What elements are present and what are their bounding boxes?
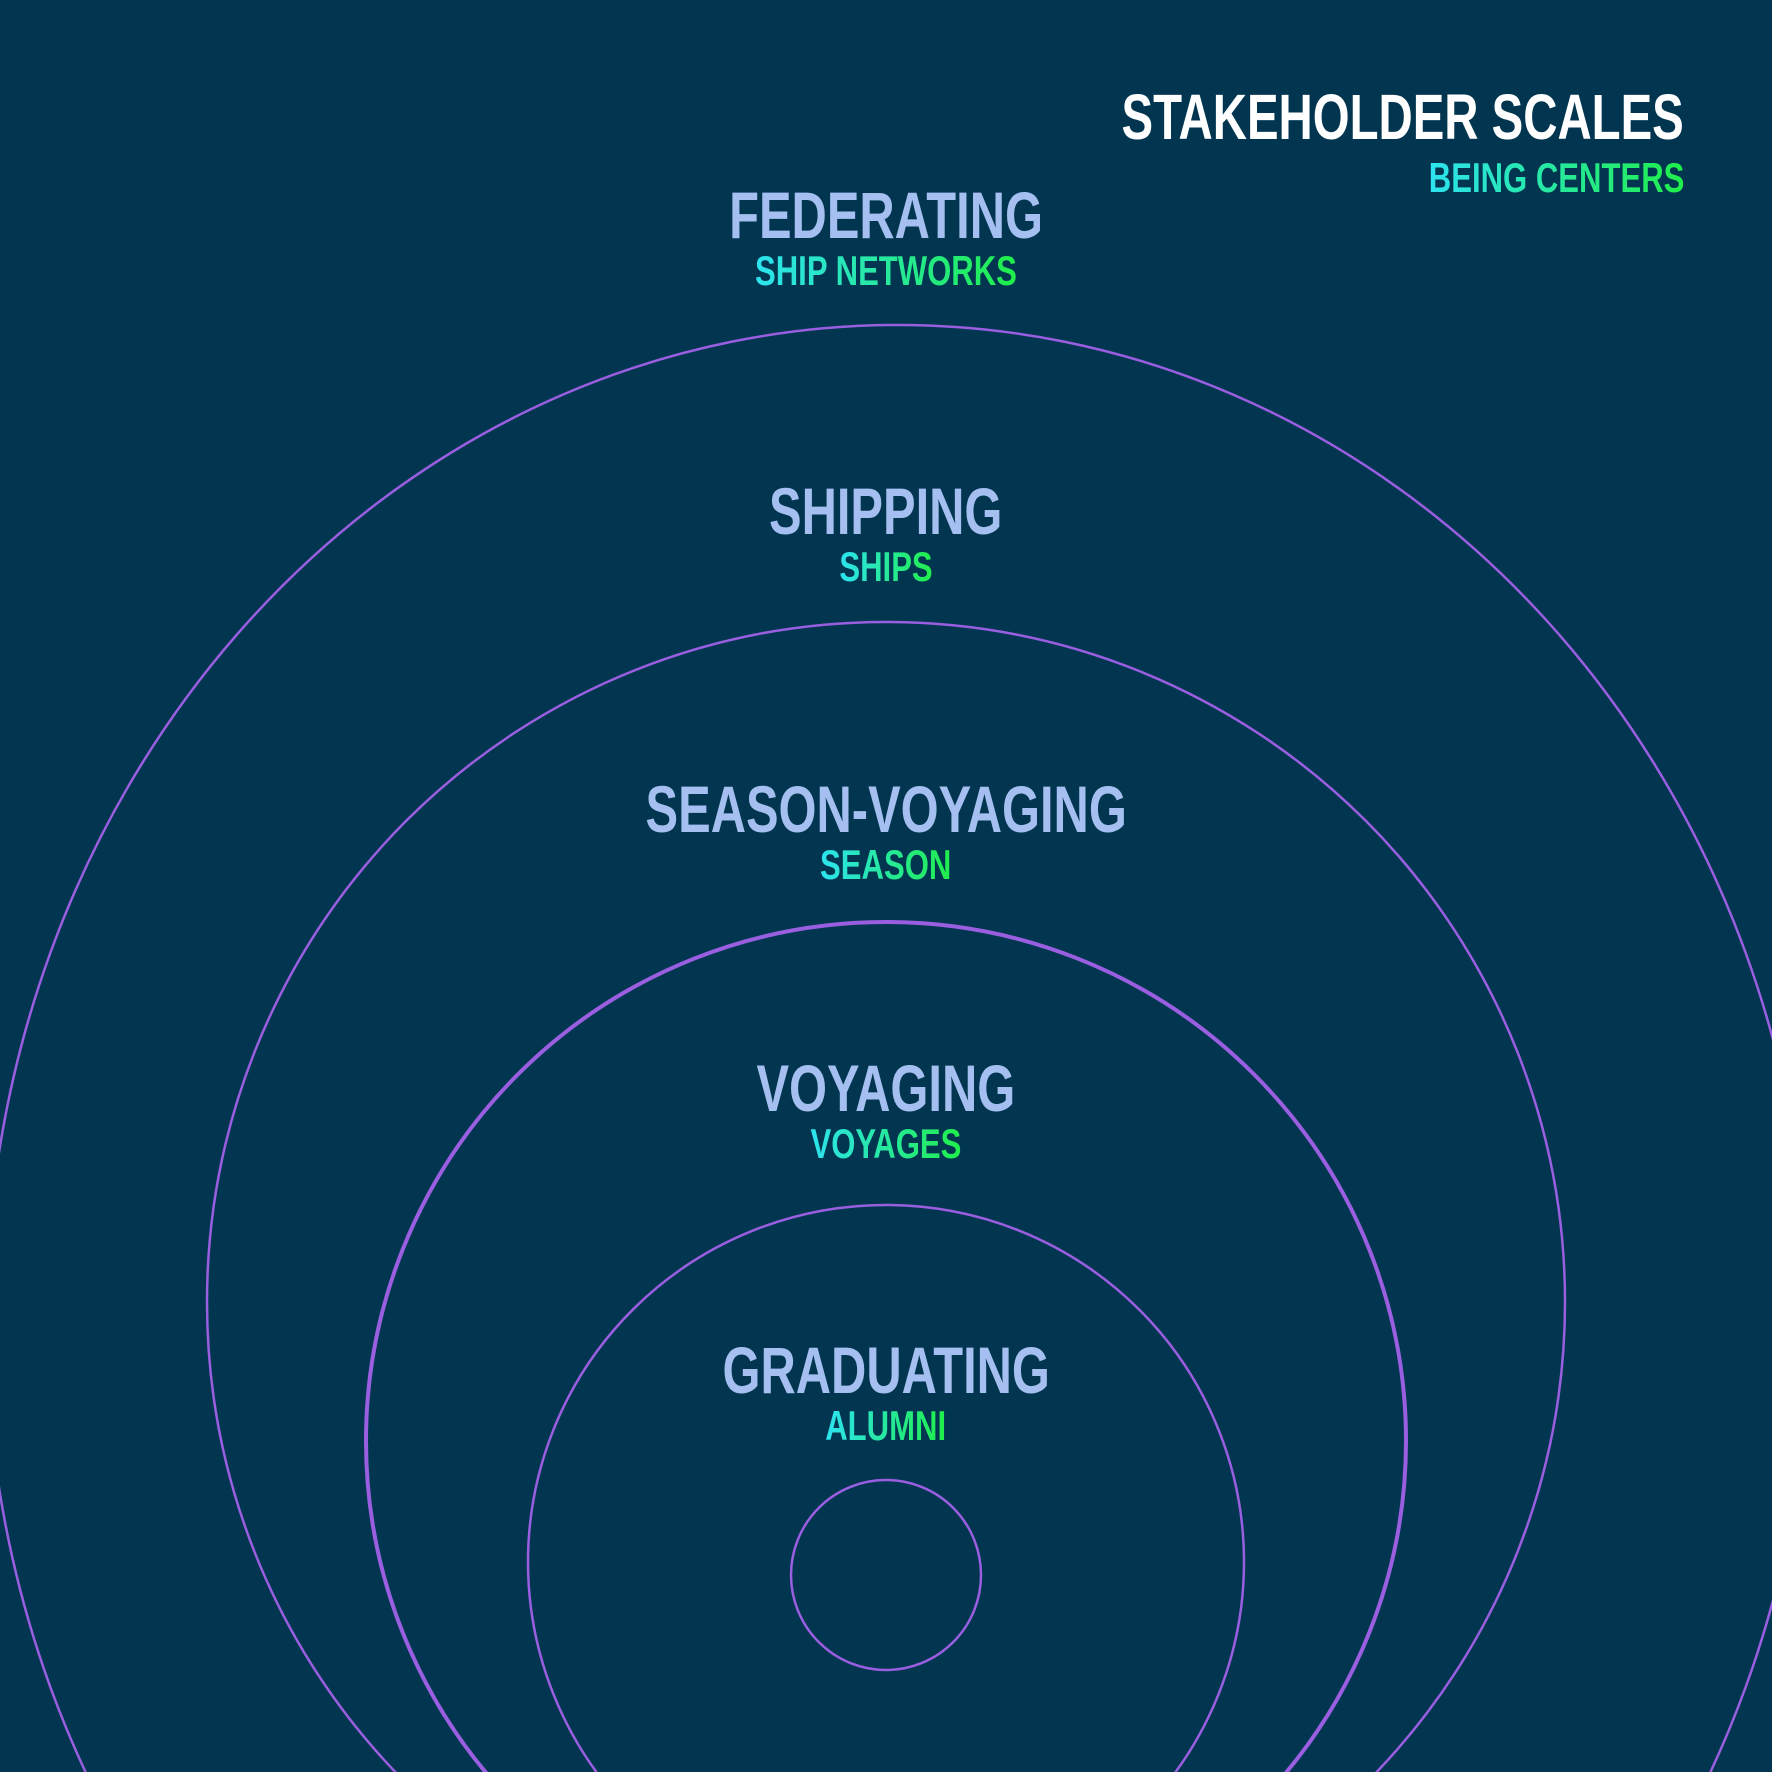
ring-season-voyaging	[364, 920, 1408, 1772]
level-sub: SHIPS	[839, 543, 933, 590]
level-season-voyaging: SEASON-VOYAGING SEASON	[0, 774, 1772, 890]
level-federating: FEDERATING SHIP NETWORKS	[0, 180, 1772, 296]
ring-shipping	[205, 620, 1567, 1772]
level-name: SEASON-VOYAGING	[645, 772, 1127, 846]
level-name: FEDERATING	[729, 178, 1043, 252]
level-graduating: GRADUATING ALUMNI	[0, 1335, 1772, 1451]
level-name: SHIPPING	[769, 474, 1003, 548]
level-sub: SHIP NETWORKS	[755, 247, 1017, 294]
level-voyaging: VOYAGING VOYAGES	[0, 1053, 1772, 1169]
ring-graduating-core	[789, 1478, 983, 1672]
diagram-title: STAKEHOLDER SCALES	[1121, 81, 1684, 153]
level-sub: ALUMNI	[825, 1402, 947, 1449]
level-name: VOYAGING	[756, 1051, 1016, 1125]
diagram-subtitle: BEING CENTERS	[1428, 152, 1684, 204]
level-sub: VOYAGES	[810, 1120, 962, 1167]
ring-voyaging	[526, 1203, 1246, 1772]
level-shipping: SHIPPING SHIPS	[0, 476, 1772, 592]
level-sub: SEASON	[820, 841, 952, 888]
ring-federating	[0, 324, 1772, 1772]
level-name: GRADUATING	[722, 1333, 1050, 1407]
title-block: STAKEHOLDER SCALES BEING CENTERS	[924, 82, 1684, 204]
